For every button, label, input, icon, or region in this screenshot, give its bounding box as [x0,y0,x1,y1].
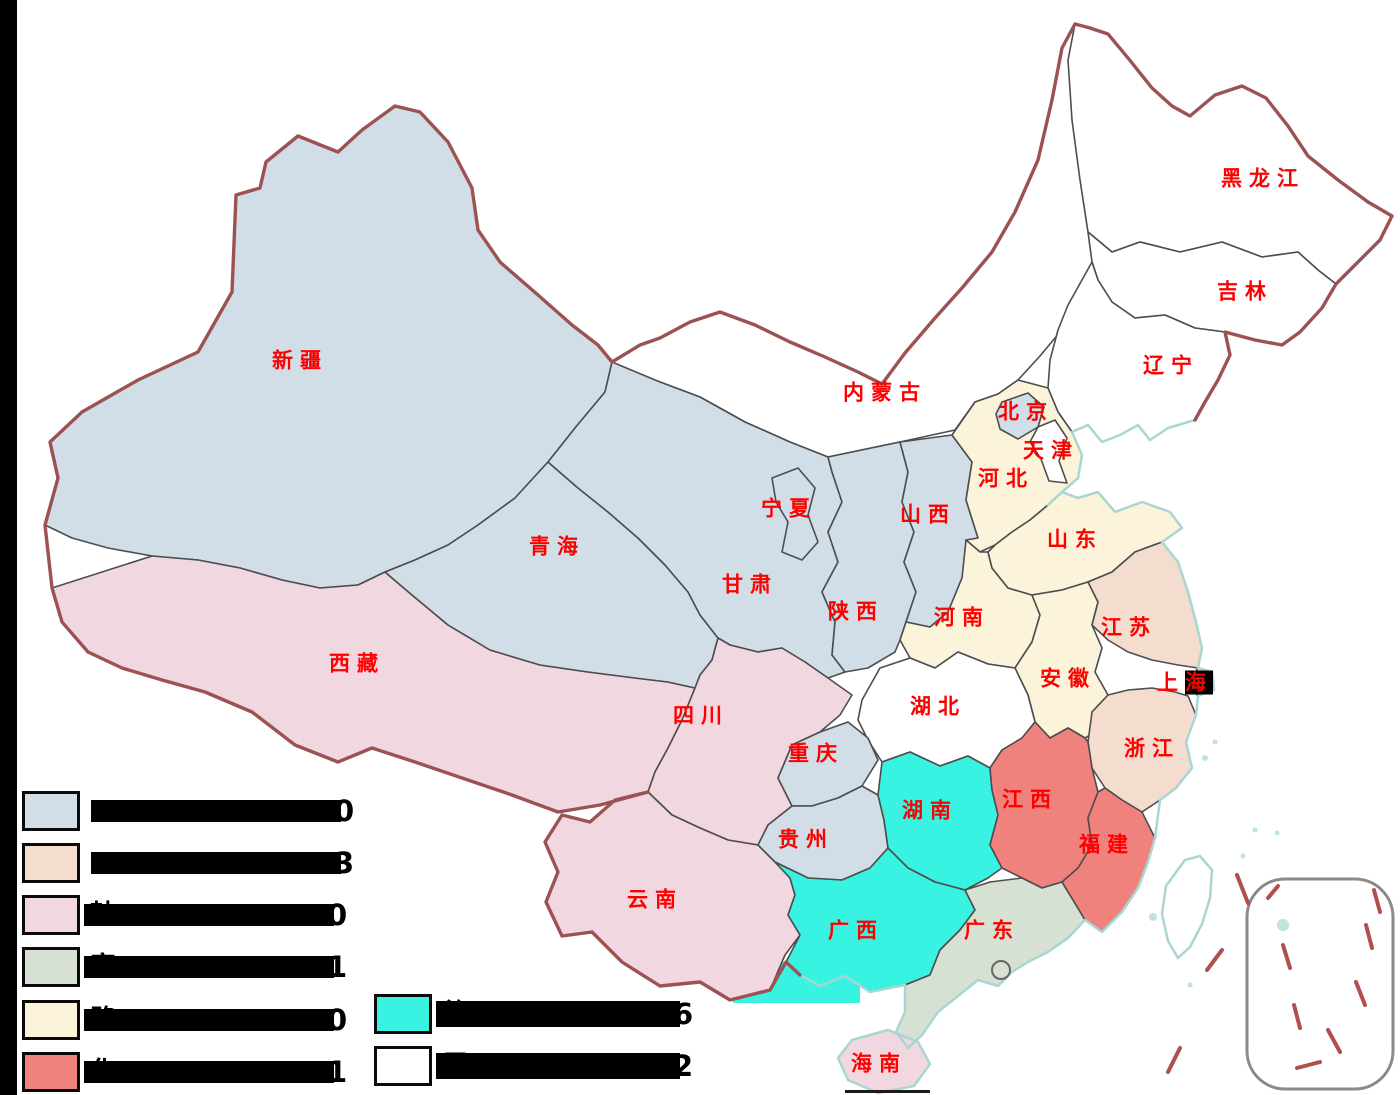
label-xinjiang: 新疆 [272,348,328,373]
label-ningxia: 宁夏 [761,496,817,521]
hainan-underline [845,1090,930,1093]
national-border [43,22,1394,1002]
label-tianjin: 天津 [1023,438,1079,463]
legend-label-bar-6 [84,1061,335,1083]
label-zhejiang: 浙江 [1124,736,1180,761]
label-guangdong: 广东 [964,918,1020,943]
legend-swatch-6 [22,1052,80,1092]
label-shanghai-char1: 上 [1157,670,1185,695]
coastline [798,418,1216,1050]
maritime-boundary-dashes [1166,873,1382,1074]
legend-row-8: 展 2 [374,1046,693,1086]
legend-swatch-3 [22,895,80,935]
legend-suffix-3: 0 [327,897,348,932]
label-xizang: 西藏 [329,651,385,676]
label-jilin: 吉林 [1217,279,1273,304]
legend-row-7: 徐 6 [374,994,693,1034]
legend-swatch-7 [374,994,432,1034]
label-guangxi: 广西 [828,918,884,943]
legend-label-bar-1 [91,800,341,822]
legend-suffix-6: 1 [327,1054,348,1089]
label-hubei: 湖北 [910,694,966,719]
legend-swatch-4 [22,947,80,987]
legend-swatch-8 [374,1046,432,1086]
legend-suffix-2: 3 [334,845,355,880]
legend-swatch-2 [22,843,80,883]
legend-swatch-1 [22,791,80,831]
label-guizhou: 贵州 [778,827,834,852]
legend-row-3: 韩 0 [22,895,347,935]
legend-suffix-5: 0 [327,1002,348,1037]
province-tianjin [1029,419,1068,484]
legend-row-6: 化 1 [22,1052,347,1092]
pearl-delta-circle [991,960,1011,980]
legend-label-bar-8 [436,1053,681,1079]
label-gansu: 甘肃 [722,572,778,597]
label-shaanxi: 陕西 [828,599,884,624]
label-hunan: 湖南 [902,798,958,823]
south-china-sea-inset-box [1245,877,1395,1091]
label-beijing: 北京 [998,399,1054,424]
label-shandong: 山东 [1047,527,1103,552]
label-qinghai: 青海 [529,534,585,559]
label-chongqing: 重庆 [788,741,844,766]
label-fujian: 福建 [1079,832,1135,857]
legend-label-bar-3 [84,904,335,926]
legend-row-5: 路 0 [22,1000,347,1040]
label-jiangsu: 江苏 [1101,615,1157,640]
label-yunnan: 云南 [627,887,683,912]
label-heilongjiang: 黑龙江 [1221,166,1305,191]
label-shanghai: 上海 [1157,670,1213,695]
taiwan-island [1160,854,1214,960]
province-shapes [44,23,1393,1049]
island-dots [1149,739,1289,988]
label-anhui: 安徽 [1040,666,1096,691]
legend-label-bar-5 [84,1009,335,1031]
label-sichuan: 四川 [673,703,729,728]
legend-suffix-4: 1 [327,949,348,984]
legend-row-4: 家 1 [22,947,347,987]
label-shanxi: 山西 [900,502,956,527]
legend-swatch-5 [22,1000,80,1040]
legend-label-bar-2 [91,852,341,874]
legend-label-bar-4 [84,956,335,978]
legend-row-1: 0 [22,791,354,831]
label-neimenggu: 内蒙古 [843,380,927,405]
label-liaoning: 辽宁 [1143,353,1199,378]
province-beijing [995,392,1045,440]
legend-suffix-7: 6 [673,996,694,1031]
label-shanghai-char2-blackbox: 海 [1185,670,1213,695]
legend-suffix-1: 0 [334,793,355,828]
legend-label-bar-7 [436,1001,681,1027]
label-henan: 河南 [934,605,990,630]
legend-suffix-8: 2 [673,1048,694,1083]
label-hainan: 海南 [851,1051,907,1076]
label-jiangxi: 江西 [1002,787,1058,812]
left-edge-black-strip [0,0,17,1095]
label-hebei: 河北 [978,466,1034,491]
legend-row-2: 3 [22,843,354,883]
province-ningxia [771,467,819,561]
